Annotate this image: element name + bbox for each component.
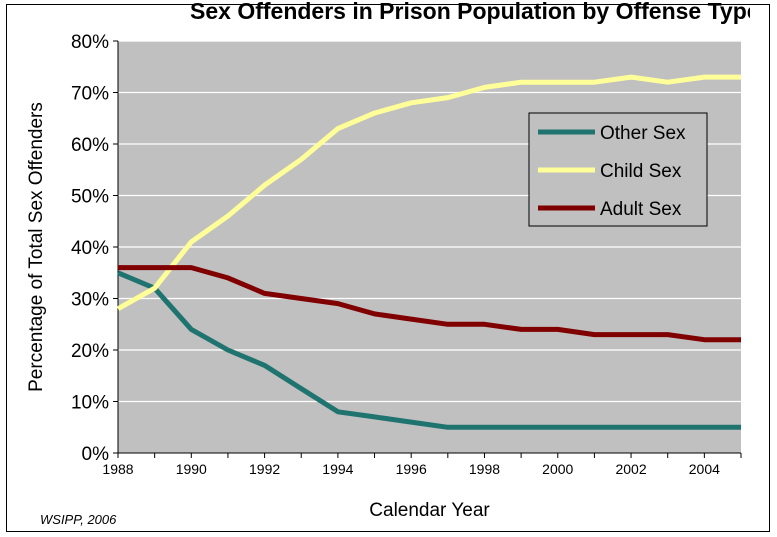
- y-tick-label: 10%: [71, 393, 109, 414]
- series-line-adult-sex: [118, 265, 741, 343]
- series-line-other-sex: [117, 270, 741, 430]
- x-tick-label: 2000: [542, 461, 573, 477]
- legend-label: Child Sex: [600, 161, 682, 182]
- x-axis-label: Calendar Year: [369, 500, 490, 521]
- y-tick-label: 0%: [82, 444, 110, 465]
- y-axis-label: Percentage of Total Sex Offenders: [26, 102, 47, 392]
- x-tick-label: 1988: [102, 461, 133, 477]
- legend-label: Adult Sex: [600, 199, 682, 220]
- y-tick-label: 20%: [71, 341, 109, 362]
- x-axis-ticks: 1988 1990 1992 1994 1996 1998 2000 2002 2004: [102, 453, 742, 477]
- gridlines: [117, 40, 741, 454]
- series-lines: [116, 74, 741, 430]
- y-tick-label: 50%: [71, 187, 109, 208]
- x-tick-label: 2004: [689, 461, 720, 477]
- y-tick-label: 30%: [71, 290, 109, 311]
- y-axis-ticks: 0% 10% 20% 30% 40% 50% 60% 70% 80%: [71, 32, 118, 465]
- chart-title: Sex Offenders in Prison Population by Of…: [190, 0, 750, 24]
- x-tick-label: 1998: [469, 461, 500, 477]
- x-tick-label: 1990: [176, 461, 207, 477]
- source-note: WSIPP, 2006: [40, 512, 117, 527]
- y-tick-label: 40%: [71, 238, 109, 259]
- legend-label: Other Sex: [600, 123, 686, 144]
- x-tick-label: 1994: [322, 461, 353, 477]
- x-tick-label: 2002: [615, 461, 646, 477]
- y-tick-label: 60%: [71, 135, 109, 156]
- x-tick-label: 1996: [396, 461, 427, 477]
- legend: Other Sex Child Sex Adult Sex: [528, 112, 708, 227]
- y-tick-label: 70%: [71, 84, 109, 105]
- series-line-child-sex: [116, 74, 741, 311]
- y-tick-label: 80%: [71, 32, 109, 53]
- x-tick-label: 1992: [249, 461, 280, 477]
